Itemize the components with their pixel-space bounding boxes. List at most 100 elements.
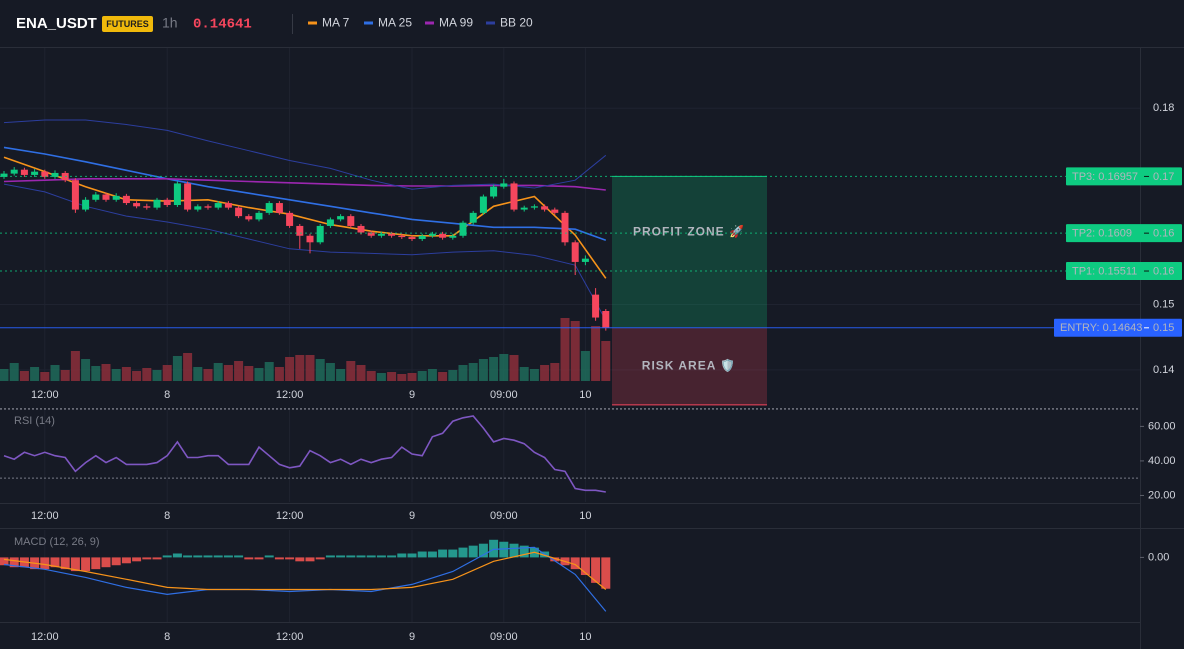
legend-label: MA 25	[378, 16, 412, 30]
level-label: ENTRY: 0.14643	[1060, 322, 1142, 334]
ma-line	[3, 146, 607, 242]
macd-hist	[376, 555, 386, 558]
volume-bar	[315, 359, 325, 381]
candle-body	[520, 207, 528, 210]
volume-bar	[0, 369, 9, 381]
macd-hist	[519, 545, 529, 558]
volume-bar	[376, 373, 386, 381]
candle-body	[204, 206, 212, 208]
volume-bar	[407, 373, 417, 381]
macd-hist	[244, 557, 254, 560]
macd-hist	[366, 555, 376, 558]
macd-hist	[285, 557, 295, 560]
macd-hist	[427, 551, 437, 558]
x-tick-label: 9	[409, 510, 415, 522]
macd-hist	[70, 557, 80, 572]
interval[interactable]: 1h	[162, 15, 178, 31]
volume-bar	[91, 366, 101, 381]
x-tick-label: 09:00	[490, 510, 518, 522]
macd-hist	[111, 557, 121, 566]
volume-bar	[121, 367, 131, 381]
candle-body	[428, 233, 436, 236]
zone	[612, 176, 767, 328]
volume-bar	[142, 368, 152, 381]
volume-bar	[295, 355, 305, 381]
volume-bar	[325, 363, 335, 381]
y-tick-label: 0.14	[1153, 364, 1174, 376]
candle-body	[102, 194, 110, 200]
macd-hist	[121, 557, 131, 564]
volume-bar	[397, 374, 407, 381]
x-tick-label: 10	[579, 389, 591, 401]
y-tick-label: 0.00	[1148, 551, 1169, 563]
candle-body	[265, 203, 273, 213]
volume-bar	[468, 363, 478, 381]
macd-hist	[570, 557, 580, 570]
candle-body	[245, 216, 253, 220]
macd-hist	[81, 557, 91, 572]
candle-body	[224, 203, 232, 208]
macd-hist	[0, 557, 9, 566]
volume-bar	[213, 363, 223, 381]
y-tick-label: 20.00	[1148, 489, 1176, 501]
candle-body	[541, 206, 549, 210]
candle-body	[377, 233, 385, 236]
volume-bar	[223, 365, 233, 381]
candle-body	[214, 203, 222, 208]
candle-body	[602, 310, 610, 328]
volume-bar	[203, 369, 213, 381]
macd-hist	[132, 557, 142, 562]
candle-body	[51, 172, 59, 177]
level-axis-label: 0.16	[1153, 265, 1174, 277]
macd-hist	[213, 555, 223, 558]
macd-line	[3, 551, 607, 591]
candle-body	[153, 199, 161, 208]
macd-hist	[152, 557, 162, 560]
volume-bar	[162, 365, 172, 381]
volume-bar	[601, 341, 611, 381]
level-label: TP3: 0.16957	[1072, 171, 1138, 183]
last-price: 0.14641	[193, 17, 252, 33]
candle-body	[581, 258, 589, 262]
candle-body	[184, 183, 192, 210]
candle-body	[510, 183, 518, 210]
candle-body	[561, 212, 569, 243]
volume-bar	[264, 362, 274, 381]
candle-body	[194, 206, 202, 210]
badge-bg	[102, 16, 153, 32]
volume-bar	[70, 351, 80, 381]
macd-hist	[407, 553, 417, 558]
volume-bar	[448, 370, 458, 381]
candle-body	[316, 225, 324, 243]
volume-bar	[509, 355, 519, 381]
level-tag	[1066, 167, 1182, 186]
candle-body	[418, 235, 426, 240]
volume-bar	[458, 365, 468, 381]
macd-hist	[172, 553, 182, 558]
candle-body	[551, 209, 559, 213]
volume-bar	[366, 371, 376, 381]
candle-body	[479, 196, 487, 213]
volume-bar	[356, 365, 366, 381]
macd-hist	[295, 557, 305, 562]
macd-hist	[448, 549, 458, 558]
candle-body	[173, 183, 181, 206]
macd-hist	[305, 557, 315, 562]
macd-hist	[91, 557, 101, 570]
candle-body	[143, 206, 151, 208]
macd-hist	[458, 547, 468, 558]
candle-body	[235, 207, 243, 217]
level-label: TP1: 0.15511	[1072, 265, 1137, 277]
y-tick-label: 60.00	[1148, 420, 1176, 432]
x-tick-label: 09:00	[490, 631, 518, 643]
volume-bar	[499, 354, 509, 381]
volume-bar	[570, 321, 580, 381]
macd-hist	[40, 557, 50, 570]
candle-body	[0, 173, 8, 177]
macd-hist	[9, 557, 19, 568]
macd-hist	[325, 555, 335, 558]
volume-bar	[591, 326, 601, 381]
x-tick-label: 12:00	[276, 631, 304, 643]
level-axis-label: 0.16	[1153, 228, 1174, 240]
panel-title: RSI (14)	[14, 415, 55, 427]
